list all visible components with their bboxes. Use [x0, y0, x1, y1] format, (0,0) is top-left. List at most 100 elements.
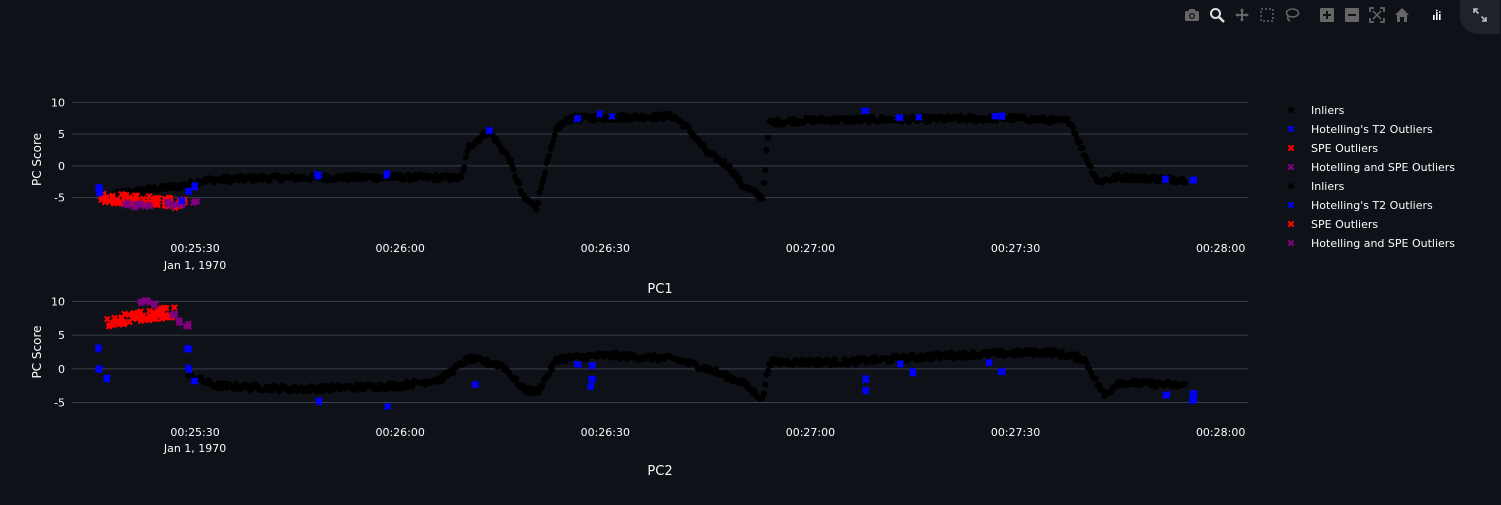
fullscreen-button[interactable] — [1460, 0, 1500, 34]
spe-outlier-point — [120, 320, 128, 328]
inlier-point — [510, 166, 517, 173]
x-tick-label: 00:27:00 — [786, 426, 835, 439]
inlier-point — [450, 369, 457, 376]
inlier-point — [1069, 124, 1076, 131]
inlier-point — [458, 173, 465, 180]
reset-axes-icon[interactable] — [1393, 6, 1411, 24]
t2-outlier-point — [185, 188, 193, 196]
inlier-point — [760, 390, 767, 397]
camera-icon[interactable] — [1183, 6, 1201, 24]
inlier-point — [1095, 382, 1102, 389]
legend-label: Hotelling and SPE Outliers — [1311, 237, 1455, 250]
t2-outlier-point — [589, 375, 597, 383]
inlier-point — [762, 381, 769, 388]
legend-label: Hotelling's T2 Outliers — [1311, 123, 1433, 136]
y-axis-label: PC Score — [30, 325, 44, 378]
both-outlier-point — [144, 201, 152, 209]
pan-icon[interactable] — [1233, 6, 1251, 24]
inlier-point — [538, 185, 545, 192]
legend-item[interactable]: Hotelling and SPE Outliers — [1287, 161, 1455, 174]
inlier-point — [1182, 179, 1189, 186]
t2-outlier-point — [191, 183, 199, 191]
autoscale-icon[interactable] — [1368, 6, 1386, 24]
legend-label: Inliers — [1311, 104, 1345, 117]
legend-label: SPE Outliers — [1311, 142, 1378, 155]
x-tick-label: 00:26:00 — [375, 426, 424, 439]
inlier-point — [765, 134, 772, 141]
inlier-point — [535, 389, 542, 396]
spe-outlier-point — [133, 315, 141, 323]
t2-outlier-point — [861, 386, 869, 393]
t2-outlier-point — [896, 113, 904, 121]
x-axis-title: PC2 — [647, 464, 672, 479]
legend-item[interactable]: Inliers — [1288, 104, 1345, 117]
inlier-point — [516, 180, 523, 187]
spe-outlier-point — [111, 317, 119, 325]
series-spe-outliers — [103, 304, 178, 330]
t2-outlier-point — [184, 363, 192, 371]
inlier-point — [546, 152, 553, 159]
t2-outlier-point — [998, 367, 1006, 375]
inlier-point — [1083, 359, 1090, 366]
box-select-icon[interactable] — [1258, 6, 1276, 24]
t2-outlier-point — [1189, 391, 1197, 398]
legend-item[interactable]: SPE Outliers — [1287, 218, 1378, 231]
legend-item[interactable]: SPE Outliers — [1287, 142, 1378, 155]
inlier-point — [546, 371, 553, 378]
lasso-icon[interactable] — [1283, 6, 1301, 24]
panel-pc1: 10 5 0 -5 PC Score 00:25:30 Jan 1, 1970 00:26:0… — [30, 96, 1248, 297]
t2-outlier-point — [587, 383, 595, 390]
series-t2-outliers — [94, 343, 1199, 411]
inlier-point — [726, 162, 733, 169]
t2-outlier-point — [103, 375, 111, 383]
t2-outlier-point — [608, 113, 616, 120]
t2-outlier-point — [1188, 176, 1196, 184]
y-tick-label: 5 — [58, 329, 65, 342]
legend-item[interactable]: Hotelling's T2 Outliers — [1287, 123, 1433, 136]
inlier-point — [762, 167, 769, 174]
legend-item[interactable]: Hotelling's T2 Outliers — [1287, 199, 1433, 212]
zoom-in-icon[interactable] — [1318, 6, 1336, 24]
inlier-point — [685, 124, 692, 131]
t2-outlier-point — [315, 171, 323, 179]
legend-x-icon — [1287, 163, 1295, 171]
inlier-point — [1072, 130, 1079, 137]
t2-outlier-point — [588, 361, 595, 369]
series-both-outliers — [121, 198, 201, 211]
x-tick-label: 00:26:30 — [581, 242, 630, 255]
t2-outlier-point — [1161, 176, 1169, 183]
inlier-point — [533, 206, 540, 213]
legend-x-icon — [1287, 125, 1295, 133]
legend-x-icon — [1287, 239, 1295, 247]
inlier-point — [439, 377, 446, 384]
zoom-icon[interactable] — [1208, 6, 1226, 24]
legend-dot-icon — [1288, 107, 1294, 113]
legend-label: Inliers — [1311, 180, 1345, 193]
inlier-point — [736, 175, 743, 182]
plotly-logo-icon[interactable] — [1428, 6, 1446, 24]
inlier-point — [513, 375, 520, 382]
inlier-point — [540, 175, 547, 182]
x-axis-title: PC1 — [647, 282, 672, 297]
t2-outlier-point — [998, 111, 1006, 119]
spe-outlier-point — [151, 309, 158, 317]
legend-label: SPE Outliers — [1311, 218, 1378, 231]
series-t2-outliers — [94, 107, 1198, 205]
inlier-point — [763, 147, 770, 154]
spe-outlier-point — [145, 192, 153, 200]
inlier-point — [539, 382, 546, 389]
inlier-point — [1079, 145, 1086, 152]
inlier-point — [462, 154, 469, 161]
both-outlier-point — [168, 311, 176, 319]
spe-outlier-point — [129, 195, 137, 203]
t2-outlier-point — [94, 344, 102, 352]
legend-item[interactable]: Hotelling and SPE Outliers — [1287, 237, 1455, 250]
spe-outlier-point — [151, 196, 158, 203]
zoom-out-icon[interactable] — [1343, 6, 1361, 24]
t2-outlier-point — [575, 361, 583, 369]
legend-item[interactable]: Inliers — [1288, 180, 1345, 193]
inlier-point — [759, 195, 766, 202]
legend-x-icon — [1287, 144, 1295, 152]
spe-outlier-point — [144, 315, 152, 323]
